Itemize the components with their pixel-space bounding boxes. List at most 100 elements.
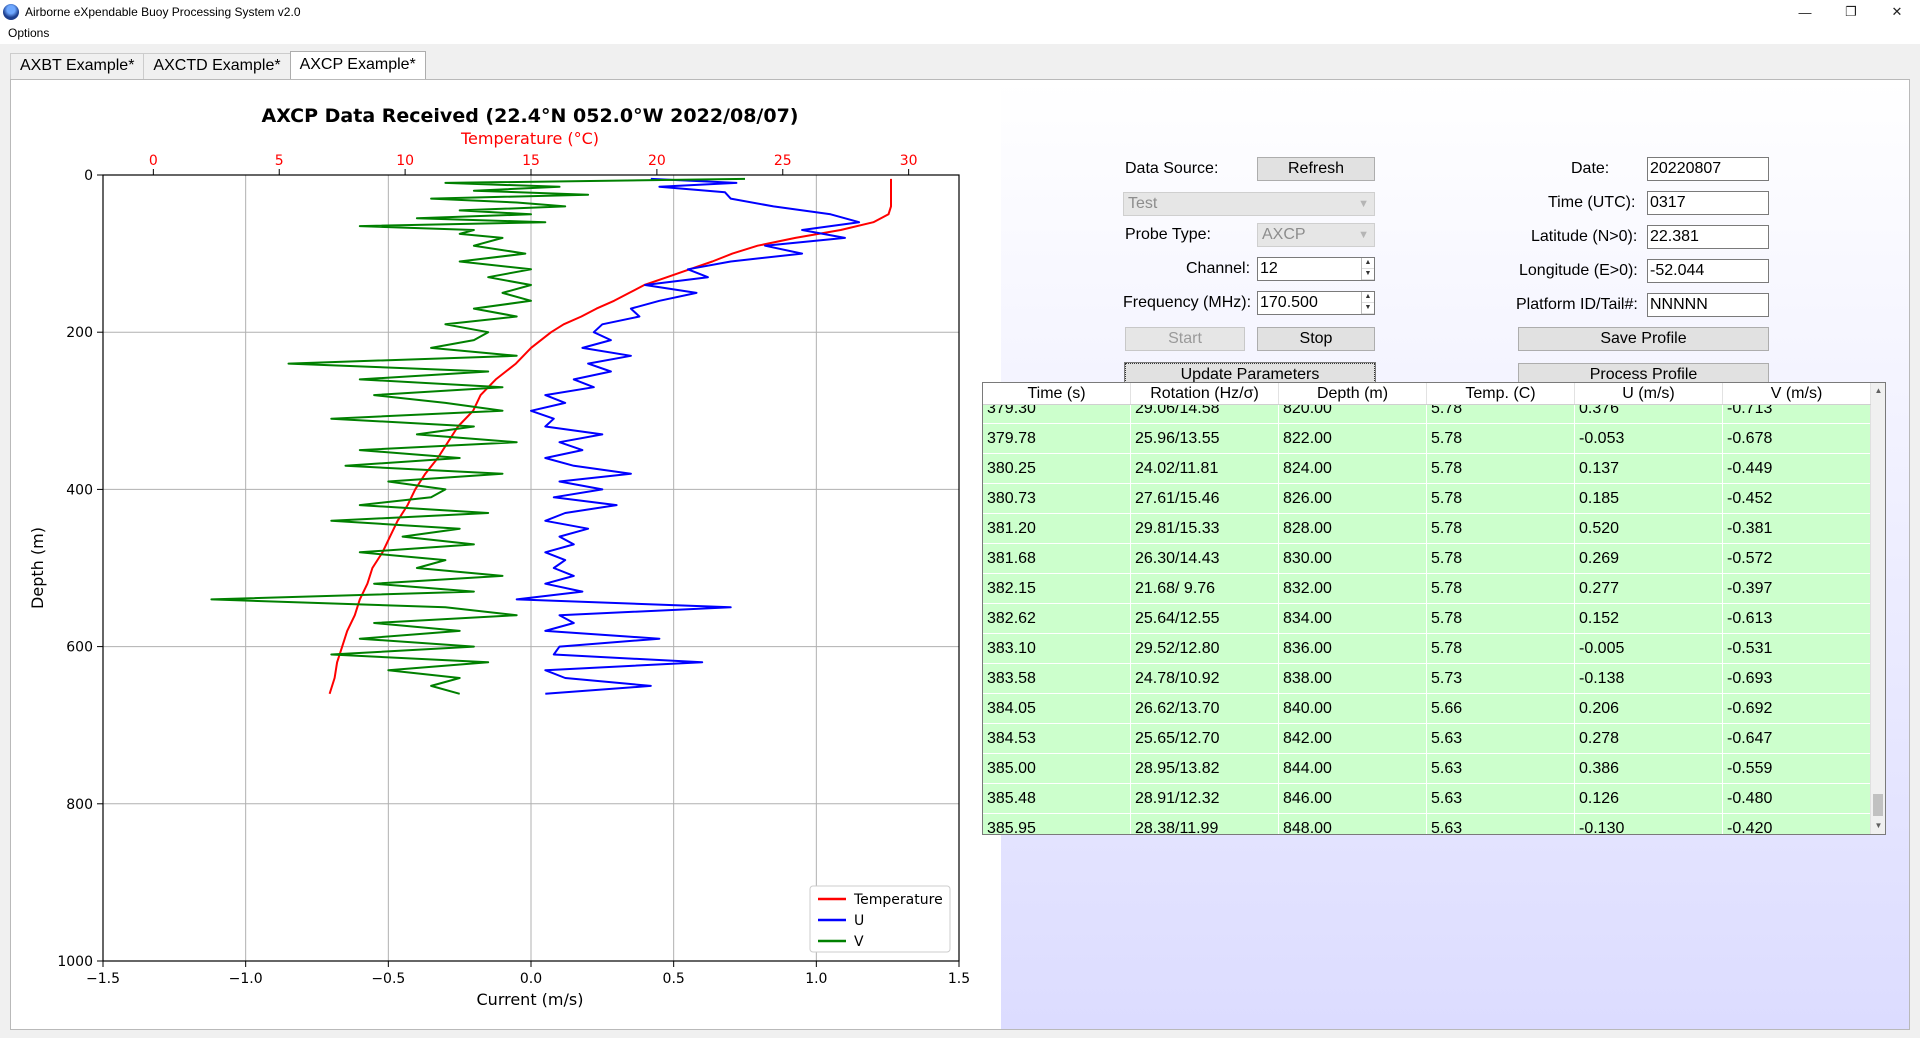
table-cell: 5.78 [1427, 604, 1575, 633]
refresh-button[interactable]: Refresh [1257, 157, 1375, 181]
process-profile-button[interactable]: Process Profile [1518, 363, 1769, 387]
table-cell: 381.20 [983, 514, 1131, 543]
x-axis-label: Current (m/s) [477, 990, 584, 1009]
scroll-thumb[interactable] [1873, 794, 1883, 816]
table-row[interactable]: 379.78 25.96/13.55 822.00 5.78 -0.053 -0.678 [983, 424, 1871, 454]
close-button[interactable]: ✕ [1891, 4, 1903, 19]
table-cell: -0.449 [1723, 454, 1871, 483]
header-v[interactable]: V (m/s) [1723, 383, 1871, 404]
stop-button[interactable]: Stop [1257, 327, 1375, 351]
x-tick-label: 0.5 [663, 971, 685, 987]
table-cell: 21.68/ 9.76 [1131, 574, 1279, 603]
table-cell: 5.63 [1427, 784, 1575, 813]
y-tick-label: 600 [66, 640, 93, 656]
table-header: Time (s) Rotation (Hz/σ) Depth (m) Temp.… [983, 383, 1871, 405]
table-cell: 380.25 [983, 454, 1131, 483]
latitude-field[interactable]: 22.381 [1647, 225, 1769, 249]
legend-box [809, 885, 951, 953]
table-row[interactable]: 381.68 26.30/14.43 830.00 5.78 0.269 -0.572 [983, 544, 1871, 574]
header-depth[interactable]: Depth (m) [1279, 383, 1427, 404]
save-profile-button[interactable]: Save Profile [1518, 327, 1769, 351]
table-row[interactable]: 382.15 21.68/ 9.76 832.00 5.78 0.277 -0.397 [983, 574, 1871, 604]
table-cell: 840.00 [1279, 694, 1427, 723]
plot-frame [102, 174, 960, 962]
platform-field[interactable]: NNNNN [1647, 293, 1769, 317]
table-cell: 0.126 [1575, 784, 1723, 813]
table-cell: 5.66 [1427, 694, 1575, 723]
table-cell: 846.00 [1279, 784, 1427, 813]
menu-bar: Options [0, 24, 1920, 44]
x2-tick-label: 0 [149, 153, 158, 169]
date-field[interactable]: 20220807 [1647, 157, 1769, 181]
scroll-up-icon[interactable]: ▲ [1874, 386, 1883, 395]
header-u[interactable]: U (m/s) [1575, 383, 1723, 404]
tab-axctd[interactable]: AXCTD Example* [143, 53, 291, 79]
table-row[interactable]: 385.48 28.91/12.32 846.00 5.63 0.126 -0.480 [983, 784, 1871, 814]
data-source-value: Test [1128, 195, 1158, 212]
table-cell: 5.78 [1427, 634, 1575, 663]
table-scrollbar[interactable]: ▲ ▼ [1870, 383, 1885, 834]
table-cell: -0.480 [1723, 784, 1871, 813]
table-cell: 380.73 [983, 484, 1131, 513]
tab-axbt[interactable]: AXBT Example* [10, 53, 145, 79]
probe-type-select[interactable]: AXCP ▼ [1257, 223, 1375, 247]
table-cell: 822.00 [1279, 424, 1427, 453]
table-cell: 5.63 [1427, 754, 1575, 783]
data-source-select[interactable]: Test ▼ [1123, 192, 1375, 216]
time-field[interactable]: 0317 [1647, 191, 1769, 215]
table-row[interactable]: 384.05 26.62/13.70 840.00 5.66 0.206 -0.692 [983, 694, 1871, 724]
table-row[interactable]: 385.00 28.95/13.82 844.00 5.63 0.386 -0.559 [983, 754, 1871, 784]
spin-up-icon[interactable]: ▲ [1362, 258, 1374, 269]
channel-label: Channel: [1186, 260, 1251, 277]
table-cell: 24.02/11.81 [1131, 454, 1279, 483]
table-cell: 384.05 [983, 694, 1131, 723]
table-cell: -0.005 [1575, 634, 1723, 663]
spin-down-icon[interactable]: ▼ [1362, 303, 1374, 314]
table-row[interactable]: 385.95 28.38/11.99 848.00 5.63 -0.130 -0.420 [983, 814, 1871, 834]
start-button[interactable]: Start [1125, 327, 1245, 351]
table-row[interactable]: 383.58 24.78/10.92 838.00 5.73 -0.138 -0.693 [983, 664, 1871, 694]
minimize-button[interactable]: — [1798, 4, 1812, 20]
chevron-down-icon: ▼ [1358, 198, 1369, 210]
tab-axcp[interactable]: AXCP Example* [289, 51, 426, 79]
frequency-spinbox[interactable]: 170.500 ▲ ▼ [1257, 291, 1375, 315]
channel-spinbox[interactable]: 12 ▲ ▼ [1257, 257, 1375, 281]
table-row[interactable]: 381.20 29.81/15.33 828.00 5.78 0.520 -0.381 [983, 514, 1871, 544]
table-cell: 5.63 [1427, 724, 1575, 753]
x2-tick-label: 15 [522, 153, 540, 169]
table-cell: 385.00 [983, 754, 1131, 783]
table-cell: -0.130 [1575, 814, 1723, 834]
series-line-u [515, 177, 861, 695]
x2-tick-label: 30 [900, 153, 918, 169]
table-cell: 25.65/12.70 [1131, 724, 1279, 753]
table-cell: -0.053 [1575, 424, 1723, 453]
spin-down-icon[interactable]: ▼ [1362, 269, 1374, 280]
table-cell: 24.78/10.92 [1131, 664, 1279, 693]
menu-options[interactable]: Options [8, 26, 50, 40]
scroll-down-icon[interactable]: ▼ [1874, 821, 1883, 830]
table-row[interactable]: 384.53 25.65/12.70 842.00 5.63 0.278 -0.647 [983, 724, 1871, 754]
table-row[interactable]: 380.73 27.61/15.46 826.00 5.78 0.185 -0.452 [983, 484, 1871, 514]
longitude-field[interactable]: -52.044 [1647, 259, 1769, 283]
y-tick-label: 400 [66, 482, 93, 498]
x2-tick-label: 10 [396, 153, 414, 169]
data-table[interactable]: Time (s) Rotation (Hz/σ) Depth (m) Temp.… [982, 382, 1886, 835]
table-cell: -0.647 [1723, 724, 1871, 753]
table-cell: 0.206 [1575, 694, 1723, 723]
header-time[interactable]: Time (s) [983, 383, 1131, 404]
table-row[interactable]: 380.25 24.02/11.81 824.00 5.78 0.137 -0.449 [983, 454, 1871, 484]
series-line-temperature [328, 178, 892, 695]
header-rotation[interactable]: Rotation (Hz/σ) [1131, 383, 1279, 404]
x-tick-label: −1.5 [86, 971, 120, 987]
restore-button[interactable]: ❐ [1845, 4, 1857, 19]
spin-up-icon[interactable]: ▲ [1362, 292, 1374, 303]
y-tick-label: 200 [66, 325, 93, 341]
table-row[interactable]: 382.62 25.64/12.55 834.00 5.78 0.152 -0.613 [983, 604, 1871, 634]
table-cell: -0.381 [1723, 514, 1871, 543]
table-cell: 5.78 [1427, 514, 1575, 543]
series-line-v [210, 177, 746, 695]
table-row[interactable]: 383.10 29.52/12.80 836.00 5.78 -0.005 -0.531 [983, 634, 1871, 664]
table-cell: 26.30/14.43 [1131, 544, 1279, 573]
table-cell: 383.58 [983, 664, 1131, 693]
header-temp[interactable]: Temp. (C) [1427, 383, 1575, 404]
